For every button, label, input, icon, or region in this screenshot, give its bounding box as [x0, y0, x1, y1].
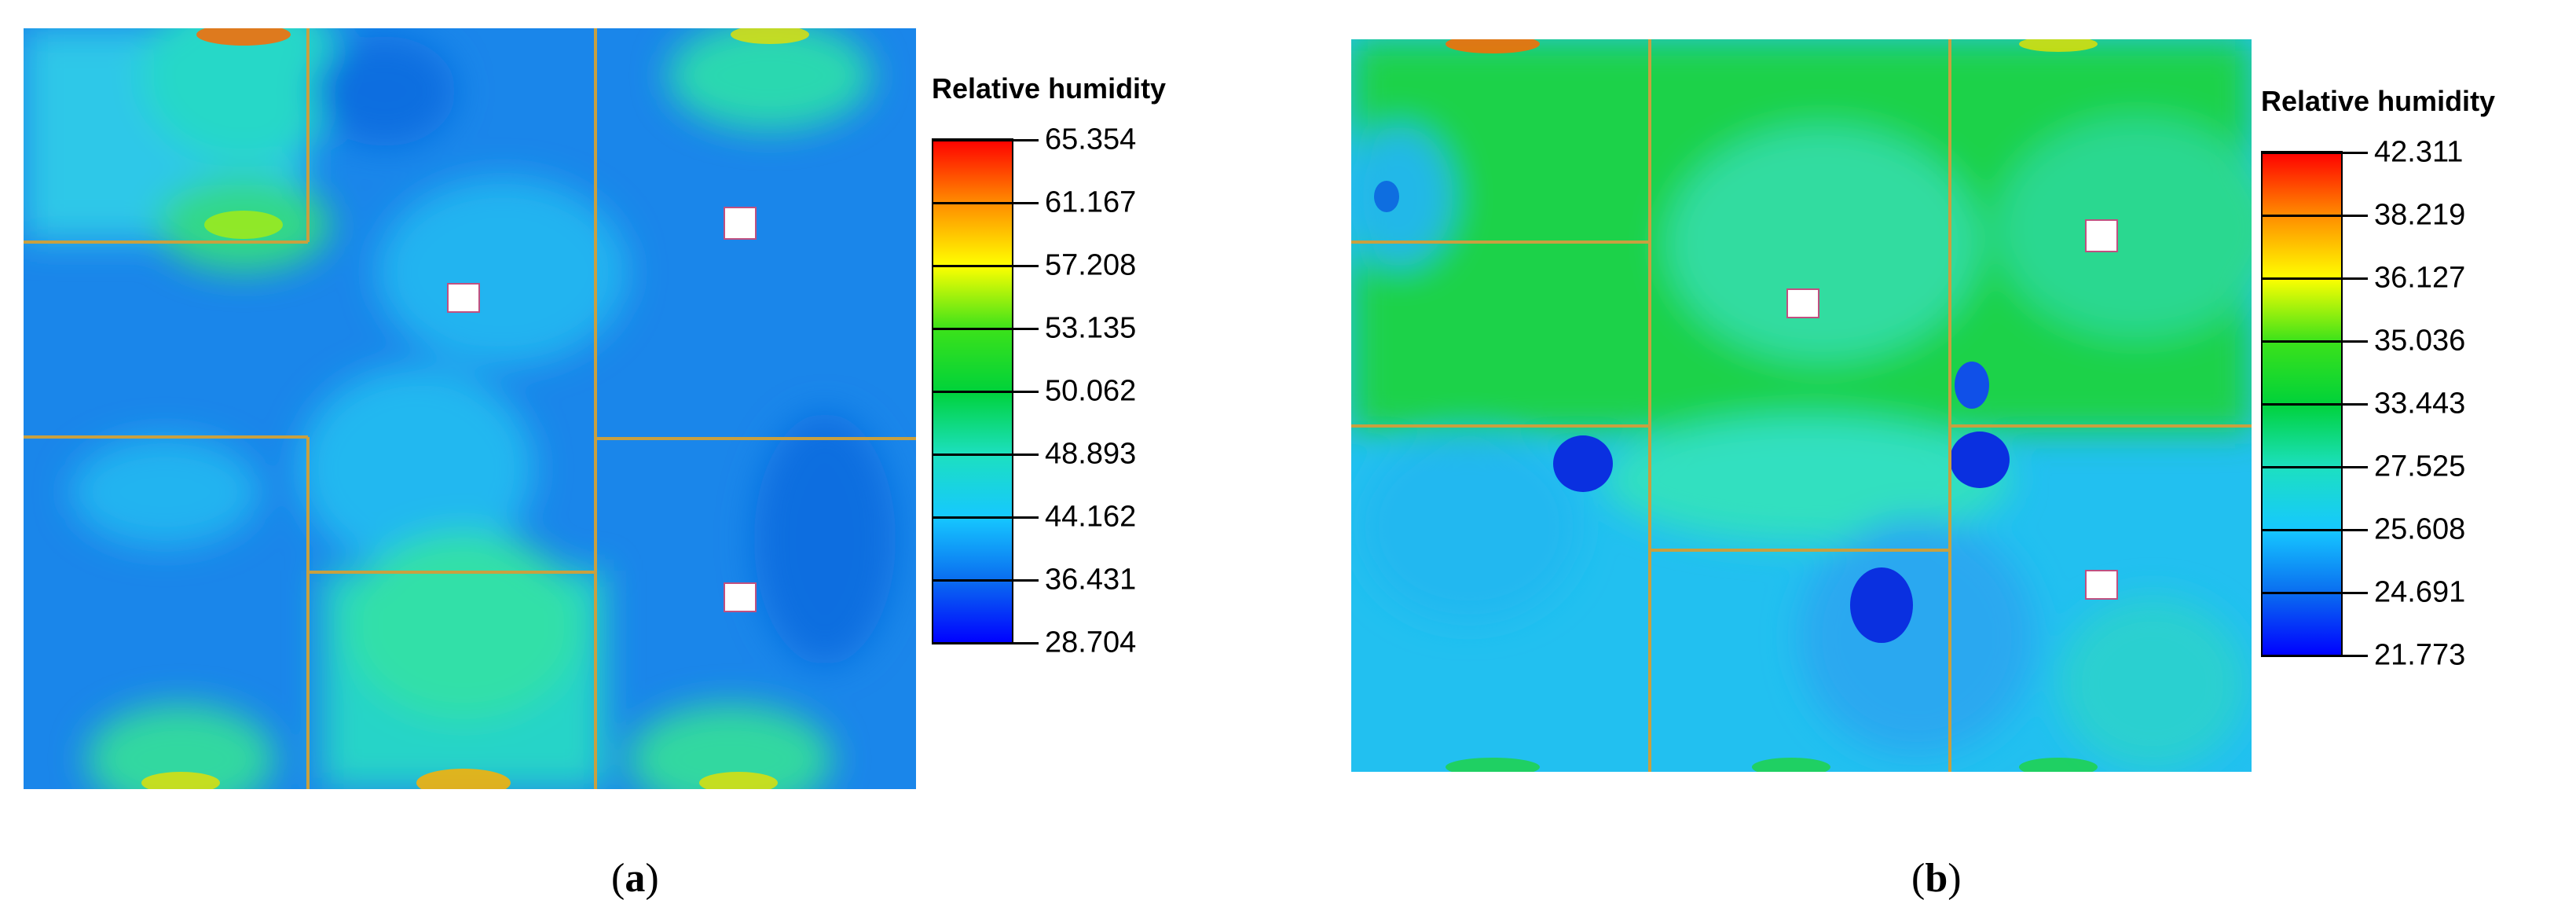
heatmap-b-svg: [1351, 39, 2252, 772]
dry-spot-right: [1950, 431, 2010, 488]
colorbar-tick-label: 50.062: [1045, 374, 1137, 408]
colorbar-tick: [2261, 215, 2368, 217]
hot-spots-a: [141, 28, 809, 789]
humid-spot-bottom-right: [2019, 758, 2098, 772]
colorbar-tick-label: 21.773: [2374, 638, 2466, 672]
humidity-heatmap-a: [24, 28, 916, 789]
humid-spot-bottom-middle: [1752, 758, 1830, 772]
sensor-box-top-right: [2085, 219, 2118, 252]
colorbar-tick-label: 33.443: [2374, 387, 2466, 420]
colorbar-tick: [2261, 529, 2368, 531]
hot-spot-top-right: [2019, 39, 2098, 52]
humid-area-top-right: [668, 28, 872, 130]
caption-open-paren: (: [1911, 856, 1926, 901]
dry-area-upper-left: [1351, 126, 1453, 267]
colorbar-tick-label: 25.608: [2374, 512, 2466, 546]
colorbar-tick: [932, 265, 1039, 267]
sensors-b: [1786, 219, 2118, 600]
panel-a: Relative humidity 65.354 61.167 57.208 53.1…: [0, 0, 1273, 918]
mid-area-lower-center: [299, 366, 534, 571]
dry-area-right: [754, 413, 896, 665]
sensor-box-bottom-right: [724, 582, 757, 612]
colorbar-tick: [932, 328, 1039, 330]
colorbar-tick-label: 28.704: [1045, 626, 1137, 659]
colorbar-tick: [932, 642, 1039, 644]
colorbar-tick-label: 36.431: [1045, 563, 1137, 597]
caption-label: b: [1925, 856, 1948, 901]
hot-spot-bottom-left: [141, 772, 220, 789]
colorbar-tick-label: 36.127: [2374, 261, 2466, 295]
transition-area: [1603, 417, 2011, 542]
humid-area-bottom-left: [86, 704, 275, 789]
dry-spot-bottom-center: [1850, 567, 1913, 643]
caption-close-paren: ): [1948, 856, 1962, 901]
humid-area-bottom-middle: [346, 531, 581, 720]
mid-area-upper-right: [1995, 118, 2252, 338]
mid-area-left: [71, 437, 259, 547]
sensor-box-center: [1786, 288, 1819, 318]
humidity-blobs-b: [1351, 39, 2252, 770]
colorbar-tick-label: 35.036: [2374, 324, 2466, 358]
colorbar-tick-label: 24.691: [2374, 575, 2466, 609]
colorbar-tick-label: 53.135: [1045, 311, 1137, 345]
sensor-box-bottom-right: [2085, 570, 2118, 600]
dry-spot-upper-right: [1955, 362, 1989, 409]
humidity-blobs-a: [24, 28, 896, 789]
colorbar-tick: [932, 202, 1039, 204]
caption-label: a: [625, 856, 646, 901]
colorbar-tick-label: 38.219: [2374, 198, 2466, 232]
mid-area-lower-left: [1359, 432, 1579, 621]
legend-title: Relative humidity: [932, 72, 1167, 105]
colorbar-tick: [2261, 466, 2368, 468]
walls-a: [24, 28, 916, 789]
dry-spot-left: [1553, 435, 1613, 492]
colorbar-tick-label: 44.162: [1045, 500, 1137, 534]
hot-spot-top-left: [1446, 39, 1540, 53]
colorbar-tick: [2261, 655, 2368, 657]
colorbar-tick: [932, 391, 1039, 393]
humid-area-top-left: [141, 28, 346, 162]
humid-spot-bottom-left: [1446, 758, 1540, 772]
humidity-heatmap-b: [1351, 39, 2252, 772]
colorbar-tick-label: 42.311: [2374, 135, 2464, 169]
humid-area-bottom-right: [628, 704, 833, 789]
mid-area-upper-center: [1665, 126, 1980, 362]
colorbar-tick: [932, 453, 1039, 456]
hot-spot-top-right: [731, 28, 809, 44]
heatmap-a-svg: [24, 28, 916, 789]
colorbar-tick: [932, 139, 1039, 141]
mid-area-center: [377, 178, 628, 366]
walls-b: [1351, 39, 2252, 772]
mid-area-lower-center: [1799, 519, 2035, 755]
spots-b: [1374, 39, 2098, 772]
sensors-a: [447, 207, 757, 612]
colorbar-tick: [2261, 277, 2368, 280]
panel-b: Relative humidity 42.311 38.219 36.127 35.0…: [1288, 0, 2576, 918]
hot-spot-top-left: [196, 28, 291, 46]
caption-open-paren: (: [611, 856, 625, 901]
colorbar-tick: [2261, 403, 2368, 406]
warm-spot-window: [204, 211, 283, 239]
mid-area-lower-right: [2058, 597, 2247, 770]
colorbar-tick: [2261, 592, 2368, 594]
legend-title: Relative humidity: [2261, 85, 2496, 117]
sensor-box-center: [447, 283, 480, 313]
colorbar-tick-label: 61.167: [1045, 185, 1137, 219]
colorbar-tick: [2261, 152, 2368, 154]
colorbar-tick: [2261, 340, 2368, 343]
colorbar-tick: [932, 579, 1039, 582]
panel-caption: (a): [611, 855, 659, 901]
panel-caption: (b): [1911, 855, 1962, 901]
hot-spot-bottom-middle: [416, 769, 511, 789]
caption-close-paren: ): [645, 856, 659, 901]
hot-spot-bottom-right: [699, 772, 778, 789]
colorbar-tick-label: 27.525: [2374, 450, 2466, 483]
colorbar-tick-label: 48.893: [1045, 437, 1137, 471]
dry-spot-upper-left: [1374, 181, 1399, 212]
sensor-box-top-right: [724, 207, 757, 240]
colorbar-tick-label: 65.354: [1045, 123, 1137, 156]
dry-area-top-center: [314, 36, 456, 146]
colorbar-tick-label: 57.208: [1045, 248, 1137, 282]
colorbar-tick: [932, 516, 1039, 519]
